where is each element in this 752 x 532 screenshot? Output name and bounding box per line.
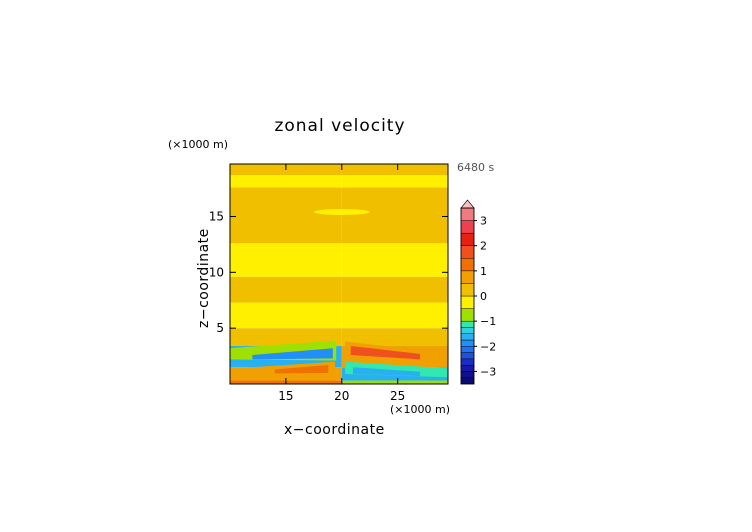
colorbar-swatch [460,371,475,378]
colorbar-swatch [460,220,475,234]
field-cell [341,243,448,277]
field-cell [341,328,448,347]
colorbar-tick-label: 1 [480,265,487,278]
chart-title: zonal velocity [274,116,406,136]
colorbar-tick-label: −3 [480,365,496,378]
field-cell [230,187,342,244]
colorbar-tick-label: 0 [480,290,487,303]
y-tick-label: 10 [209,265,224,279]
field-cell [230,276,342,303]
field-cell [341,187,448,244]
plot-frame [229,163,449,385]
x-tick-label: 25 [390,389,405,403]
colorbar-swatch [460,320,475,328]
colorbar-tick-label: −1 [480,315,496,328]
colorbar-swatch [460,308,475,322]
colorbar-tick-label: 3 [480,215,487,228]
colorbar: −3 −2 −1 0 1 2 3 [460,199,496,385]
colorbar-swatch [460,245,475,259]
field-cell [230,328,342,347]
colorbar-swatch [460,346,475,353]
field-cell [230,302,342,329]
y-tick-label: 15 [209,209,224,223]
colorbar-swatch [460,270,475,284]
field-cell [341,164,448,176]
field-cell [350,346,421,360]
time-label: 6480 s [457,161,495,174]
field-cell [230,380,337,384]
field-cell [230,175,342,188]
colorbar-swatch [460,232,475,246]
colorbar-swatch [460,352,475,360]
colorbar-tick-label: −2 [480,340,496,353]
x-tick-label: 15 [278,389,293,403]
y-axis-multiplier: (×1000 m) [168,138,229,151]
x-axis-multiplier: (×1000 m) [390,403,451,416]
axes: 15 20 25 5 10 15 [209,164,448,403]
colorbar-swatch [460,327,475,334]
x-tick-label: 20 [334,389,349,403]
field-cell [313,209,370,216]
colorbar-swatch [460,377,475,385]
colorbar-swatch [460,358,475,366]
colorbar-swatch [460,339,475,347]
colorbar-swatch [460,207,475,221]
colorbar-swatch [460,295,475,309]
colorbar-over-triangle [460,199,475,209]
field-cell [341,276,448,303]
colorbar-tick-label: 2 [480,240,487,253]
field-cell [230,243,342,277]
y-tick-label: 5 [216,321,224,335]
field-cell [352,367,421,377]
colorbar-swatch [460,283,475,297]
colorbar-swatch [460,364,475,372]
heatmap-field [230,164,448,384]
field-cell [252,348,333,360]
field-cell [341,175,448,188]
colorbar-swatch [460,333,475,341]
field-cell [341,302,448,329]
x-axis-label: x−coordinate [284,422,385,438]
colorbar-swatch [460,258,475,272]
field-cell [274,365,329,374]
